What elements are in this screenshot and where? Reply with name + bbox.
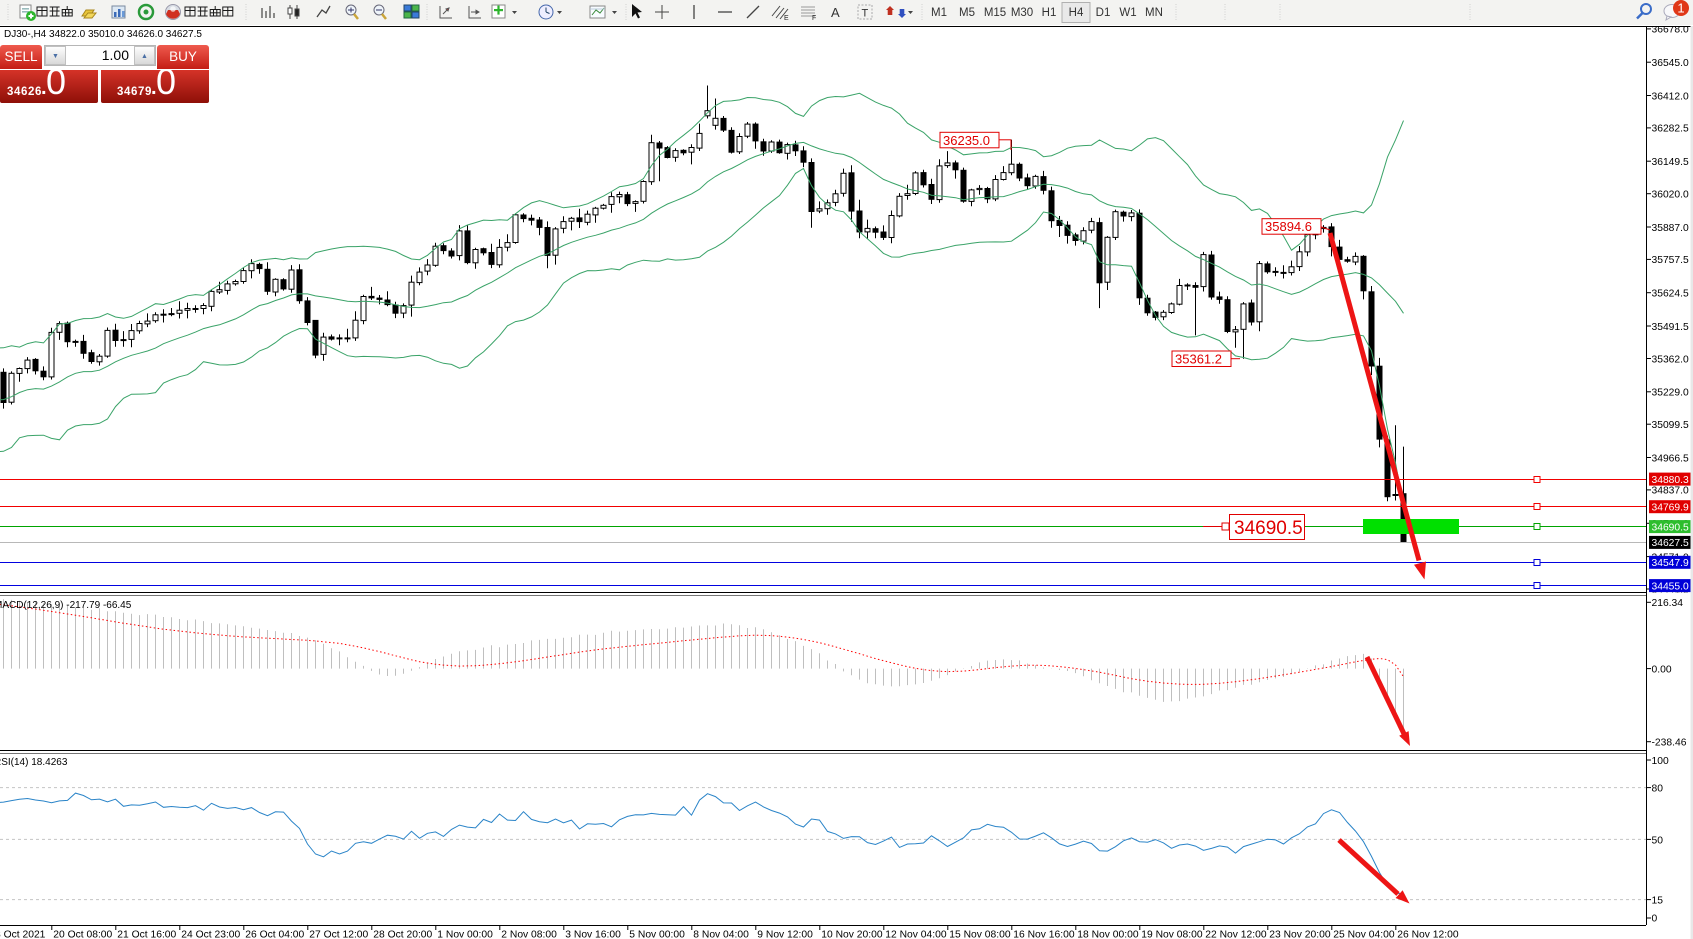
svg-text:34627.5: 34627.5 [1652,538,1689,549]
svg-text:36149.5: 36149.5 [1652,157,1689,168]
svg-text:M5: M5 [959,7,975,19]
svg-text:27 Oct 12:00: 27 Oct 12:00 [309,930,368,939]
svg-text:H1: H1 [1042,7,1057,19]
svg-text:80: 80 [1652,784,1664,795]
svg-text:216.34: 216.34 [1652,598,1684,609]
svg-text:0.00: 0.00 [1652,665,1672,676]
svg-text:3 Nov 16:00: 3 Nov 16:00 [565,930,621,939]
svg-text:W1: W1 [1119,7,1136,19]
svg-text:-238.46: -238.46 [1652,738,1687,749]
svg-text:35361.2: 35361.2 [1175,352,1222,367]
svg-text:21 Oct 16:00: 21 Oct 16:00 [117,930,176,939]
svg-text:36282.5: 36282.5 [1652,124,1689,135]
svg-text:26 Nov 12:00: 26 Nov 12:00 [1397,930,1459,939]
svg-text:35229.0: 35229.0 [1652,388,1689,399]
svg-text:34690.5: 34690.5 [1234,518,1303,539]
svg-text:50: 50 [1652,836,1664,847]
svg-text:35894.6: 35894.6 [1265,219,1312,234]
svg-text:34880.3: 34880.3 [1652,475,1689,486]
svg-text:34837.0: 34837.0 [1652,486,1689,497]
svg-text:22 Nov 12:00: 22 Nov 12:00 [1205,930,1267,939]
svg-text:2 Nov 08:00: 2 Nov 08:00 [501,930,557,939]
svg-text:5 Nov 00:00: 5 Nov 00:00 [629,930,685,939]
svg-text:36412.0: 36412.0 [1652,91,1689,102]
svg-text:34690.5: 34690.5 [1652,522,1689,533]
svg-text:19 Nov 08:00: 19 Nov 08:00 [1141,930,1203,939]
svg-text:35099.5: 35099.5 [1652,420,1689,431]
svg-text:36545.0: 36545.0 [1652,58,1689,69]
svg-text:12 Nov 04:00: 12 Nov 04:00 [885,930,947,939]
svg-text:MN: MN [1145,7,1163,19]
svg-text:36235.0: 36235.0 [943,133,990,148]
svg-text:DJ30-,H4 34822.0 35010.0 3462: DJ30-,H4 34822.0 35010.0 34626.0 34627.5 [4,29,202,40]
svg-text:26 Oct 04:00: 26 Oct 04:00 [245,930,304,939]
svg-text:F: F [812,15,816,22]
svg-text:15: 15 [1652,896,1664,907]
svg-text:9 Nov 12:00: 9 Nov 12:00 [757,930,813,939]
svg-text:10 Nov 20:00: 10 Nov 20:00 [821,930,883,939]
svg-text:35362.0: 35362.0 [1652,354,1689,365]
svg-text:MACD(12,26,9) -217.79 -66.45: MACD(12,26,9) -217.79 -66.45 [0,600,132,611]
svg-text:T: T [862,8,869,20]
svg-text:RSI(14) 18.4263: RSI(14) 18.4263 [0,757,68,768]
svg-text:36020.0: 36020.0 [1652,190,1689,201]
svg-text:34547.9: 34547.9 [1652,558,1689,569]
svg-text:E: E [784,15,789,22]
svg-text:35491.5: 35491.5 [1652,322,1689,333]
svg-text:34455.0: 34455.0 [1652,581,1689,592]
svg-text:34966.5: 34966.5 [1652,453,1689,464]
svg-text:35624.5: 35624.5 [1652,289,1689,300]
svg-text:18 Nov 00:00: 18 Nov 00:00 [1077,930,1139,939]
svg-text:25 Nov 04:00: 25 Nov 04:00 [1333,930,1395,939]
svg-text:0: 0 [1652,914,1658,925]
svg-text:A: A [831,5,840,20]
svg-text:D1: D1 [1096,7,1111,19]
svg-text:1: 1 [1677,1,1684,16]
svg-text:23 Nov 20:00: 23 Nov 20:00 [1269,930,1331,939]
svg-text:M30: M30 [1011,7,1033,19]
svg-text:24 Oct 23:00: 24 Oct 23:00 [181,930,240,939]
svg-text:16 Nov 16:00: 16 Nov 16:00 [1013,930,1075,939]
svg-text:36678.0: 36678.0 [1652,25,1689,36]
svg-text:35887.0: 35887.0 [1652,223,1689,234]
svg-text:18 Oct 2021: 18 Oct 2021 [0,930,46,939]
svg-text:1 Nov 00:00: 1 Nov 00:00 [437,930,493,939]
svg-text:20 Oct 08:00: 20 Oct 08:00 [53,930,112,939]
svg-text:100: 100 [1652,756,1669,767]
svg-text:28 Oct 20:00: 28 Oct 20:00 [373,930,432,939]
svg-text:M15: M15 [984,7,1006,19]
svg-text:34769.9: 34769.9 [1652,503,1689,514]
svg-text:H4: H4 [1069,7,1084,19]
svg-text:8 Nov 04:00: 8 Nov 04:00 [693,930,749,939]
svg-text:15 Nov 08:00: 15 Nov 08:00 [949,930,1011,939]
svg-text:M1: M1 [931,7,947,19]
svg-text:35757.5: 35757.5 [1652,255,1689,266]
